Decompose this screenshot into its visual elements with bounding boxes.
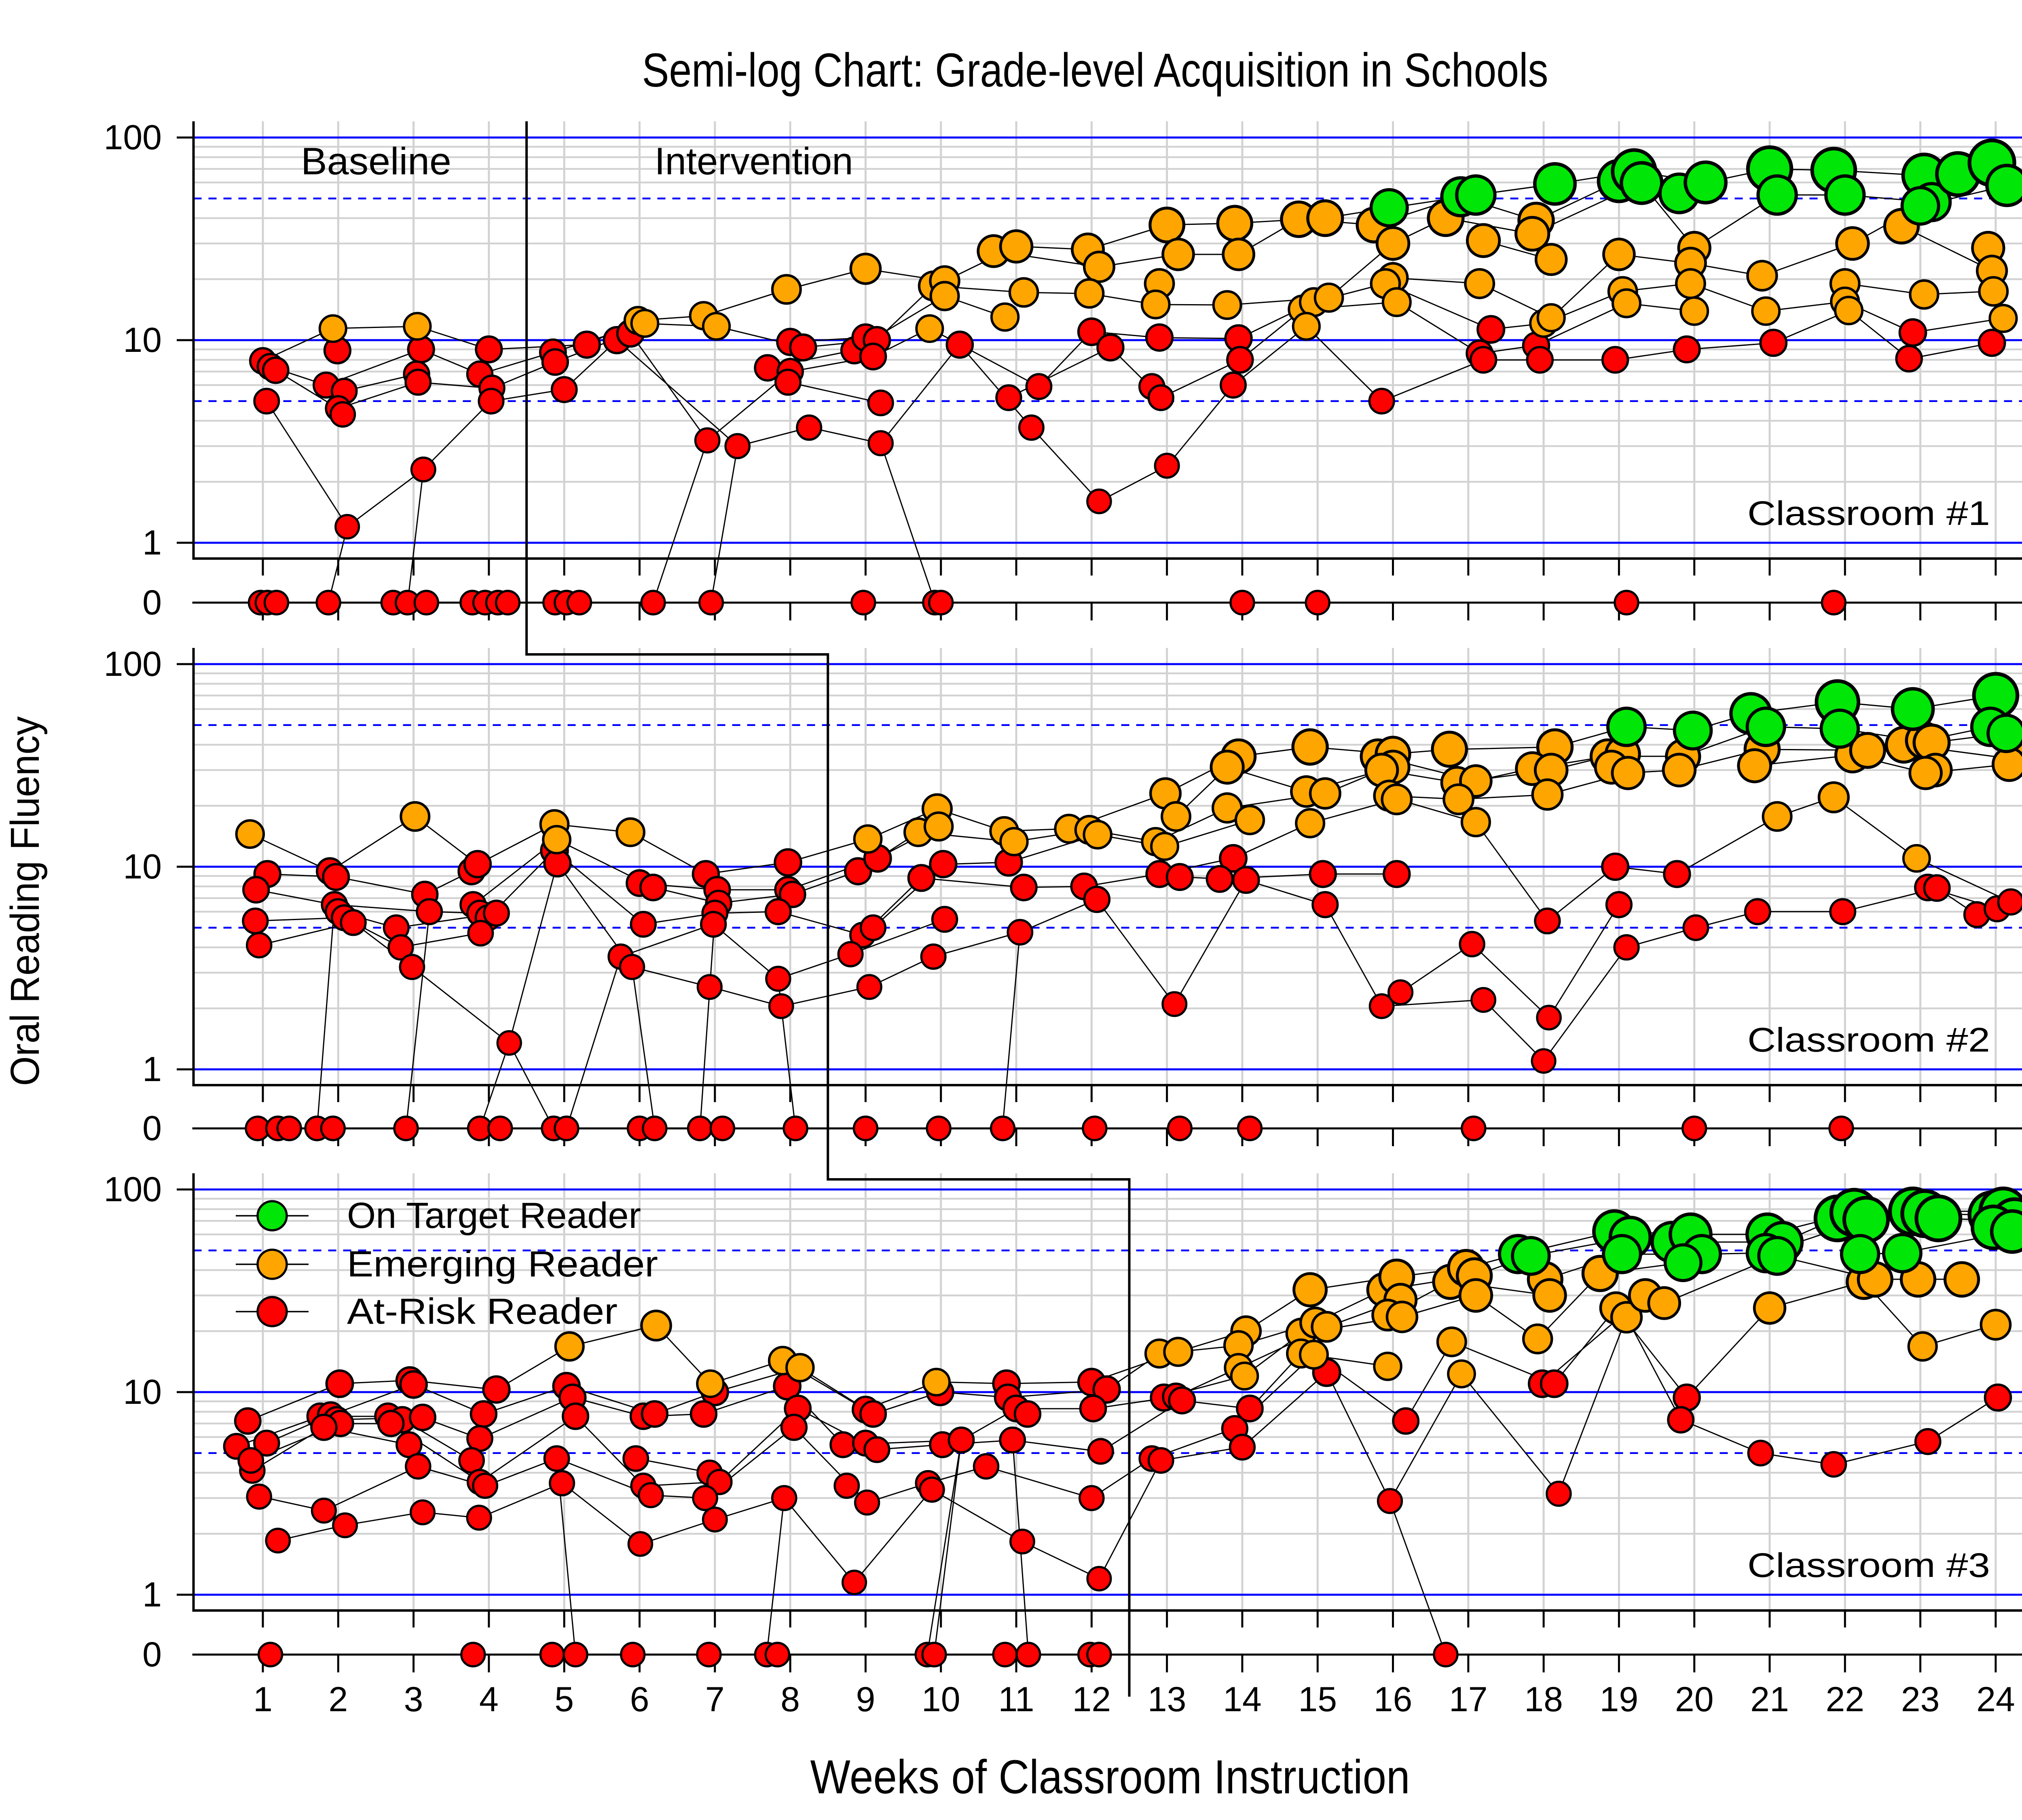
svg-text:14: 14 bbox=[1223, 1680, 1262, 1719]
svg-text:1: 1 bbox=[142, 1050, 162, 1089]
svg-text:13: 13 bbox=[1148, 1680, 1187, 1719]
svg-text:On Target Reader: On Target Reader bbox=[347, 1196, 641, 1236]
svg-text:15: 15 bbox=[1298, 1680, 1337, 1719]
svg-text:100: 100 bbox=[104, 1170, 162, 1209]
svg-text:Classroom #1: Classroom #1 bbox=[1747, 494, 1990, 532]
svg-text:23: 23 bbox=[1901, 1680, 1940, 1719]
svg-text:0: 0 bbox=[142, 1109, 162, 1148]
svg-text:8: 8 bbox=[780, 1680, 800, 1719]
svg-text:17: 17 bbox=[1449, 1680, 1488, 1719]
svg-text:22: 22 bbox=[1825, 1680, 1864, 1719]
svg-text:19: 19 bbox=[1600, 1680, 1639, 1719]
svg-text:21: 21 bbox=[1750, 1680, 1789, 1719]
svg-text:11: 11 bbox=[998, 1680, 1034, 1719]
svg-text:Emerging Reader: Emerging Reader bbox=[347, 1244, 658, 1285]
svg-text:10: 10 bbox=[123, 321, 162, 360]
svg-text:3: 3 bbox=[404, 1680, 423, 1719]
svg-text:0: 0 bbox=[142, 583, 162, 622]
svg-text:100: 100 bbox=[104, 118, 162, 157]
svg-text:9: 9 bbox=[856, 1680, 875, 1719]
svg-text:20: 20 bbox=[1675, 1680, 1714, 1719]
svg-text:12: 12 bbox=[1072, 1680, 1111, 1719]
svg-text:0: 0 bbox=[142, 1635, 162, 1674]
svg-text:At-Risk Reader: At-Risk Reader bbox=[347, 1291, 618, 1332]
svg-text:Intervention: Intervention bbox=[655, 140, 853, 183]
svg-text:Classroom #3: Classroom #3 bbox=[1747, 1546, 1990, 1584]
svg-text:10: 10 bbox=[922, 1680, 960, 1719]
svg-text:10: 10 bbox=[123, 1373, 162, 1412]
svg-text:7: 7 bbox=[705, 1680, 725, 1719]
svg-text:1: 1 bbox=[142, 1575, 162, 1614]
svg-text:16: 16 bbox=[1374, 1680, 1413, 1719]
svg-text:10: 10 bbox=[123, 847, 162, 886]
svg-text:1: 1 bbox=[253, 1680, 273, 1719]
svg-text:Semi-log Chart: Grade-level Ac: Semi-log Chart: Grade-level Acquisition … bbox=[642, 44, 1548, 97]
svg-text:Weeks of Classroom Instruction: Weeks of Classroom Instruction bbox=[810, 1750, 1410, 1804]
svg-text:Classroom #2: Classroom #2 bbox=[1747, 1021, 1990, 1059]
svg-text:6: 6 bbox=[630, 1680, 649, 1719]
svg-text:Baseline: Baseline bbox=[301, 140, 451, 183]
svg-text:24: 24 bbox=[1976, 1680, 2015, 1719]
svg-text:1: 1 bbox=[142, 523, 162, 562]
svg-text:2: 2 bbox=[328, 1680, 348, 1719]
svg-text:18: 18 bbox=[1524, 1680, 1563, 1719]
svg-text:Oral Reading Fluency: Oral Reading Fluency bbox=[2, 716, 48, 1086]
svg-text:4: 4 bbox=[479, 1680, 499, 1719]
svg-text:100: 100 bbox=[104, 645, 162, 684]
svg-text:5: 5 bbox=[554, 1680, 574, 1719]
